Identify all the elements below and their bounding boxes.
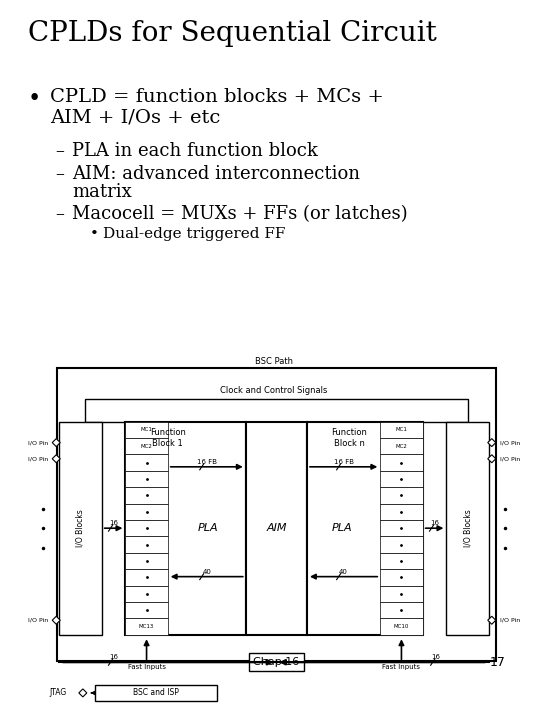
Text: –: –	[55, 142, 64, 160]
Text: CPLDs for Sequential Circuit: CPLDs for Sequential Circuit	[28, 20, 437, 47]
Bar	[125, 536, 168, 553]
Bar	[125, 487, 168, 503]
Text: I/O Blocks: I/O Blocks	[463, 509, 472, 547]
Text: Dual-edge triggered FF: Dual-edge triggered FF	[103, 227, 285, 241]
Text: I/O Pin: I/O Pin	[28, 456, 48, 462]
Bar	[125, 422, 246, 635]
Bar	[380, 471, 423, 487]
Bar	[380, 585, 423, 602]
Bar	[125, 520, 168, 536]
Bar	[57, 369, 496, 661]
Bar	[380, 570, 423, 585]
Bar	[94, 685, 218, 701]
Text: CPLD = function blocks + MCs +: CPLD = function blocks + MCs +	[50, 88, 384, 106]
Bar	[307, 422, 423, 635]
Text: –: –	[55, 165, 64, 183]
Text: Fast Inputs: Fast Inputs	[127, 665, 166, 670]
Bar	[125, 570, 168, 585]
Bar	[249, 653, 304, 671]
Bar	[125, 422, 168, 438]
Bar	[380, 503, 423, 520]
Polygon shape	[488, 438, 496, 446]
Bar	[380, 454, 423, 471]
Bar	[446, 422, 489, 635]
Text: Fast Inputs: Fast Inputs	[382, 665, 421, 670]
Text: I/O Pin: I/O Pin	[500, 456, 520, 462]
Text: BSC Path: BSC Path	[255, 357, 293, 366]
Bar	[59, 422, 102, 635]
Bar	[246, 422, 307, 635]
Text: 16: 16	[431, 654, 440, 660]
Text: MC2: MC2	[140, 444, 152, 449]
Bar	[125, 503, 168, 520]
Text: •: •	[90, 227, 99, 241]
Text: AIM + I/Os + etc: AIM + I/Os + etc	[50, 108, 220, 126]
Text: 16 FB: 16 FB	[197, 459, 217, 465]
Bar	[380, 536, 423, 553]
Bar	[125, 553, 168, 570]
Text: 16: 16	[109, 654, 118, 660]
Text: 40: 40	[202, 569, 211, 575]
Text: Chap 16: Chap 16	[253, 657, 300, 667]
Bar	[125, 585, 168, 602]
Bar	[380, 602, 423, 618]
Polygon shape	[79, 689, 87, 697]
Text: PLA: PLA	[198, 523, 218, 534]
Text: Function
Block n: Function Block n	[332, 428, 367, 448]
Text: 40: 40	[339, 569, 348, 575]
Text: MC1: MC1	[395, 427, 407, 432]
Text: BSC and ISP: BSC and ISP	[133, 688, 179, 698]
Bar	[125, 602, 168, 618]
Polygon shape	[488, 455, 496, 463]
Bar	[125, 618, 168, 635]
Text: I/O Pin: I/O Pin	[500, 440, 520, 445]
Bar	[125, 471, 168, 487]
Text: MC1: MC1	[140, 427, 152, 432]
Bar	[380, 422, 423, 438]
Text: Function
Block 1: Function Block 1	[150, 428, 186, 448]
Polygon shape	[488, 616, 496, 624]
Bar	[380, 520, 423, 536]
Bar	[125, 438, 168, 454]
Bar	[125, 454, 168, 471]
Polygon shape	[52, 438, 60, 446]
Bar	[380, 618, 423, 635]
Text: PLA in each function block: PLA in each function block	[72, 142, 318, 160]
Text: MC13: MC13	[139, 624, 154, 629]
Bar	[85, 399, 468, 422]
Text: MC2: MC2	[395, 444, 407, 449]
Bar	[380, 438, 423, 454]
Text: JTAG: JTAG	[49, 688, 66, 698]
Bar	[380, 553, 423, 570]
Text: AIM: advanced interconnection: AIM: advanced interconnection	[72, 165, 360, 183]
Text: •: •	[28, 88, 41, 110]
Text: Clock and Control Signals: Clock and Control Signals	[220, 386, 328, 395]
Text: I/O Blocks: I/O Blocks	[76, 509, 85, 547]
Text: 16: 16	[430, 520, 439, 526]
Text: AIM: AIM	[266, 523, 287, 534]
Text: I/O Pin: I/O Pin	[28, 440, 48, 445]
Text: MC10: MC10	[394, 624, 409, 629]
Text: 16: 16	[109, 520, 118, 526]
Polygon shape	[52, 616, 60, 624]
Text: I/O Pin: I/O Pin	[500, 618, 520, 623]
Text: 16 FB: 16 FB	[334, 459, 354, 465]
Text: 17: 17	[489, 656, 505, 669]
Bar	[380, 487, 423, 503]
Text: Macocell = MUXs + FFs (or latches): Macocell = MUXs + FFs (or latches)	[72, 205, 408, 223]
Text: –: –	[55, 205, 64, 223]
Text: PLA: PLA	[332, 523, 353, 534]
Text: I/O Pin: I/O Pin	[28, 618, 48, 623]
Polygon shape	[52, 455, 60, 463]
Text: matrix: matrix	[72, 183, 132, 201]
